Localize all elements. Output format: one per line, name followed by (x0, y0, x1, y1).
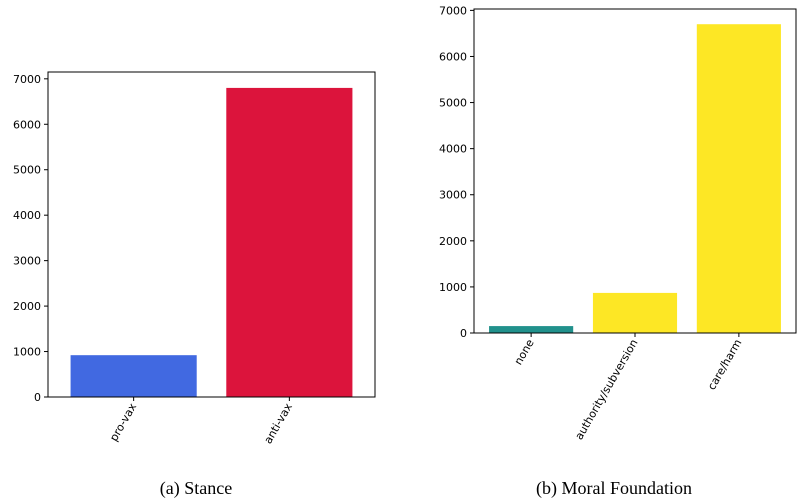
stance-y-tick-label: 0 (34, 391, 41, 404)
moral-x-tick-label: care/harm (705, 337, 744, 392)
moral-y-tick-label: 6000 (439, 50, 467, 63)
stance-bar-anti-vax (226, 87, 353, 397)
stance-x-tick-label: anti-vax (261, 401, 295, 446)
stance-y-tick-label: 5000 (13, 164, 41, 177)
moral-y-tick-label: 2000 (439, 235, 467, 248)
moral-foundation-chart: 0 1000 2000 3000 4000 5000 6000 7000 none authori… (439, 4, 797, 442)
moral-y-tick-label: 4000 (439, 143, 467, 156)
stance-y-tick-label: 2000 (13, 300, 41, 313)
moral-bar-care-harm (696, 24, 781, 333)
moral-bar-authority-subversion (592, 292, 678, 333)
caption-stance: (a) Stance (160, 478, 232, 499)
moral-bar-none (489, 326, 574, 333)
stance-bar-pro-vax (70, 355, 197, 397)
stance-y-tick-label: 7000 (13, 73, 41, 86)
moral-x-tick-label: none (512, 337, 537, 367)
stance-y-tick-label: 3000 (13, 255, 41, 268)
moral-x-tick-label: authority/subversion (572, 337, 640, 442)
stance-chart: 0 1000 2000 3000 4000 5000 6000 7000 pro-vax anti… (13, 71, 376, 446)
moral-y-tick-label: 5000 (439, 97, 467, 110)
moral-y-tick-label: 3000 (439, 189, 467, 202)
stance-x-tick-label: pro-vax (107, 401, 139, 444)
moral-y-tick-label: 1000 (439, 281, 467, 294)
moral-y-tick-label: 0 (460, 327, 467, 340)
stance-y-tick-label: 1000 (13, 346, 41, 359)
stance-y-tick-label: 4000 (13, 209, 41, 222)
caption-moral-foundation: (b) Moral Foundation (536, 478, 692, 499)
stance-y-tick-label: 6000 (13, 118, 41, 131)
moral-y-tick-label: 7000 (439, 4, 467, 17)
stance-axes-frame (47, 71, 376, 398)
